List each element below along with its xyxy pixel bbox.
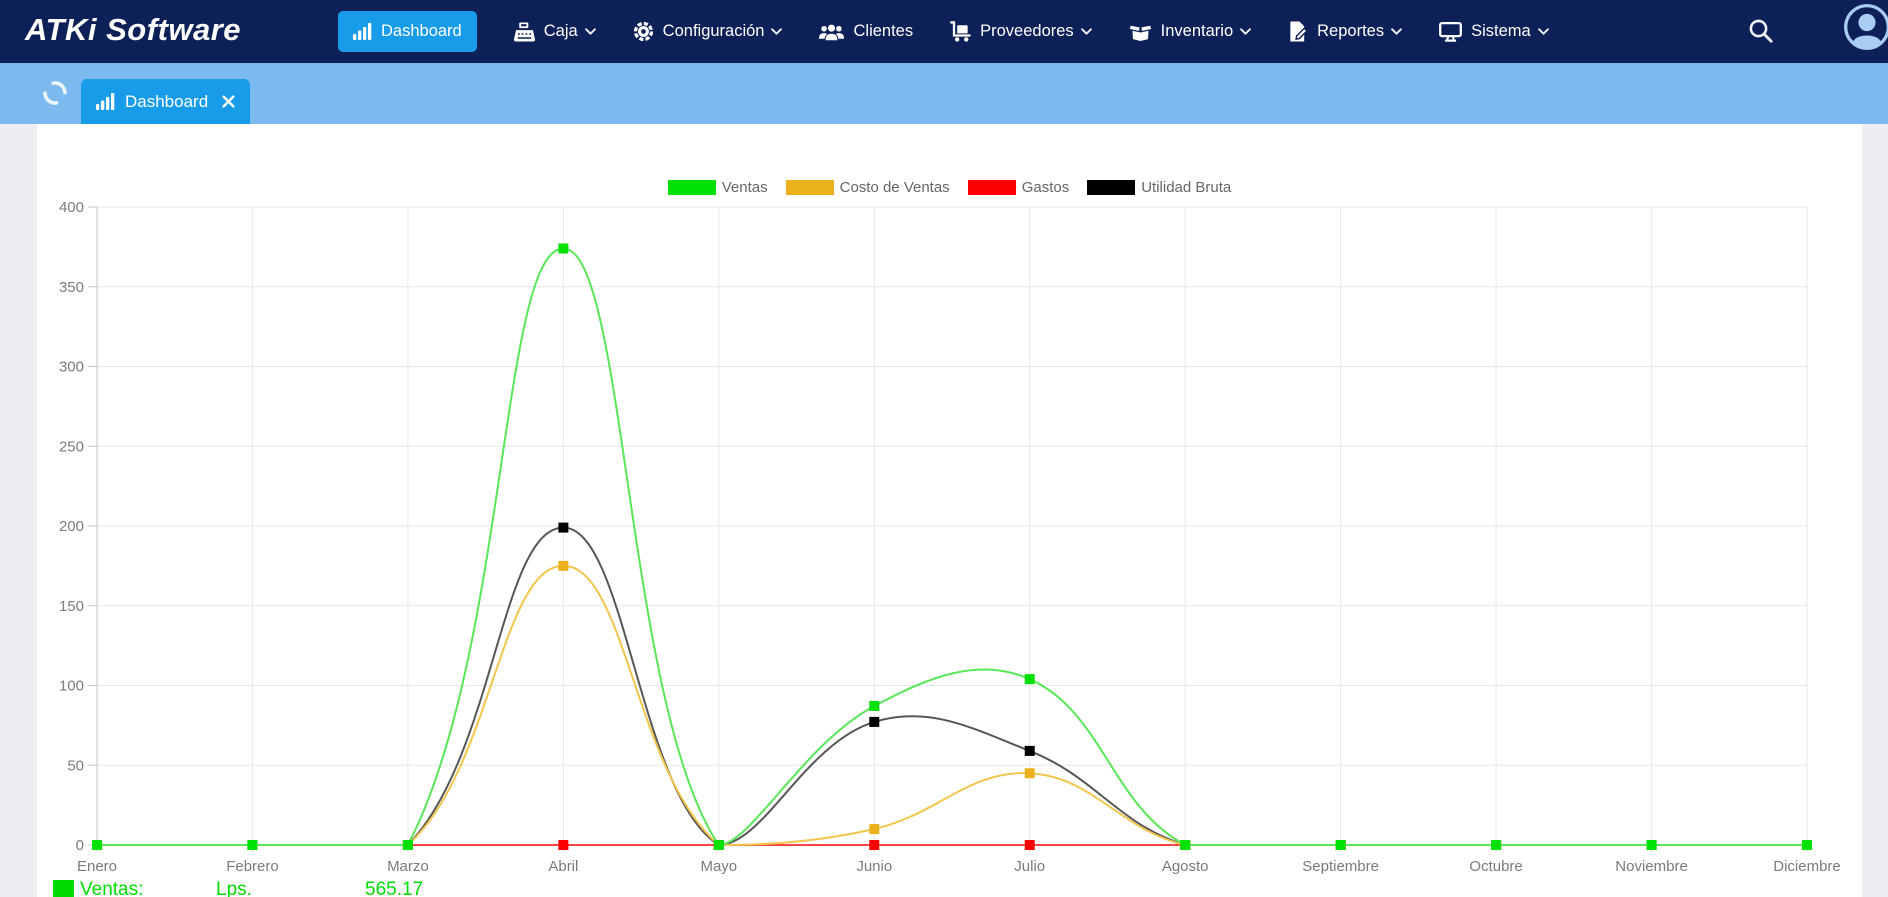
svg-text:Junio: Junio [856, 858, 892, 875]
point-marker [1024, 768, 1035, 779]
close-icon[interactable] [222, 95, 235, 108]
legend-swatch [1087, 180, 1136, 195]
legend-label: Gastos [1021, 179, 1070, 196]
svg-text:Enero: Enero [77, 858, 117, 875]
users-icon [819, 23, 845, 41]
nav-item-inventario[interactable]: Inventario [1128, 22, 1252, 41]
tab-bar: Dashboard [0, 63, 1888, 124]
file-pen-icon [1288, 21, 1308, 42]
svg-text:350: 350 [59, 279, 84, 296]
legend-swatch [967, 180, 1016, 195]
svg-text:50: 50 [67, 757, 84, 774]
point-marker [1024, 745, 1035, 756]
summary-value: 565.17 [365, 879, 424, 897]
chart-legend: Ventas Costo de Ventas Gastos Utilidad Brut… [37, 179, 1862, 196]
cash-register-icon [513, 21, 535, 42]
point-marker [558, 840, 569, 850]
legend-item-utilidad-bruta[interactable]: Utilidad Bruta [1087, 179, 1231, 196]
svg-text:200: 200 [59, 518, 84, 535]
point-marker [869, 824, 880, 835]
desktop-icon [1439, 21, 1463, 42]
nav-item-configuracion[interactable]: Configuración [633, 21, 783, 42]
line-costo-de-ventas [97, 564, 1807, 847]
svg-text:150: 150 [59, 598, 84, 615]
chart-bars-icon [353, 23, 372, 40]
legend-item-costo-de-ventas[interactable]: Costo de Ventas [785, 179, 950, 196]
sales-line-chart: 0 50 100 150 200 250 300 350 400 Enero Febrero Marz… [59, 199, 1841, 875]
svg-text:100: 100 [59, 678, 84, 695]
chevron-down-icon [771, 28, 783, 35]
svg-text:Septiembre: Septiembre [1302, 858, 1379, 875]
legend-item-gastos[interactable]: Gastos [967, 179, 1070, 196]
point-marker [713, 840, 724, 850]
point-marker [1180, 840, 1191, 850]
legend-swatch [667, 180, 716, 195]
point-marker [92, 840, 102, 850]
point-marker [1024, 840, 1035, 850]
legend-label: Utilidad Bruta [1141, 179, 1232, 196]
svg-text:400: 400 [59, 199, 84, 216]
nav-item-caja[interactable]: Caja [513, 21, 596, 42]
point-marker [402, 840, 413, 850]
loading-spinner-icon [41, 79, 69, 112]
nav-item-clientes[interactable]: Clientes [819, 22, 913, 41]
svg-text:300: 300 [59, 359, 84, 376]
nav-item-reportes[interactable]: Reportes [1288, 21, 1402, 42]
chevron-down-icon [1240, 28, 1252, 35]
point-marker [1491, 840, 1502, 850]
svg-text:Abril: Abril [548, 858, 578, 875]
chevron-down-icon [1537, 28, 1549, 35]
legend-swatch [785, 180, 834, 195]
nav-item-sistema[interactable]: Sistema [1439, 21, 1549, 42]
search-icon[interactable] [1748, 18, 1774, 49]
chevron-down-icon [584, 28, 596, 35]
box-open-icon [1128, 22, 1152, 41]
app-logo: ATKi Software [25, 12, 242, 47]
tab-dashboard[interactable]: Dashboard [81, 79, 251, 124]
nav-item-proveedores[interactable]: Proveedores [950, 21, 1092, 42]
point-marker [1024, 674, 1035, 685]
summary-swatch [53, 880, 74, 897]
navbar-items: Dashboard Caja Configuración Clientes Provee… [338, 0, 1549, 63]
line-ventas [97, 247, 1807, 847]
svg-text:Noviembre: Noviembre [1615, 858, 1688, 875]
top-navbar: ATKi Software Dashboard Caja Configuración… [0, 0, 1888, 63]
point-marker [558, 560, 569, 571]
svg-text:Febrero: Febrero [226, 858, 279, 875]
summary-currency: Lps. [216, 879, 252, 897]
user-avatar-icon[interactable] [1842, 2, 1888, 57]
chart-bars-icon [96, 93, 115, 110]
tab-label: Dashboard [125, 91, 209, 111]
point-marker [247, 840, 258, 850]
svg-text:0: 0 [76, 837, 84, 854]
dashboard-content-card: Ventas Costo de Ventas Gastos Utilidad Brut… [37, 124, 1862, 897]
nav-item-dashboard[interactable]: Dashboard [338, 11, 477, 52]
svg-text:Marzo: Marzo [387, 858, 429, 875]
chevron-down-icon [1391, 28, 1402, 35]
svg-text:Julio: Julio [1014, 858, 1045, 875]
line-utilidad-bruta [97, 526, 1807, 847]
point-marker [1335, 840, 1346, 850]
summary-label: Ventas: [80, 879, 144, 897]
svg-text:Octubre: Octubre [1469, 858, 1522, 875]
point-marker [558, 522, 569, 533]
gear-icon [633, 21, 654, 42]
point-marker [1802, 840, 1812, 850]
legend-label: Ventas [721, 179, 768, 196]
point-marker [869, 840, 880, 850]
point-marker [1646, 840, 1657, 850]
point-marker [869, 716, 880, 727]
point-marker [558, 243, 569, 254]
summary-row: Ventas: Lps. 565.17 [37, 878, 1862, 897]
svg-text:Mayo: Mayo [700, 858, 737, 875]
svg-text:Diciembre: Diciembre [1773, 858, 1841, 875]
chevron-down-icon [1080, 28, 1092, 35]
legend-label: Costo de Ventas [839, 179, 950, 196]
svg-text:Agosto: Agosto [1162, 858, 1209, 875]
point-marker [869, 700, 880, 711]
svg-text:250: 250 [59, 438, 84, 455]
legend-item-ventas[interactable]: Ventas [667, 179, 768, 196]
dolly-icon [950, 21, 971, 42]
